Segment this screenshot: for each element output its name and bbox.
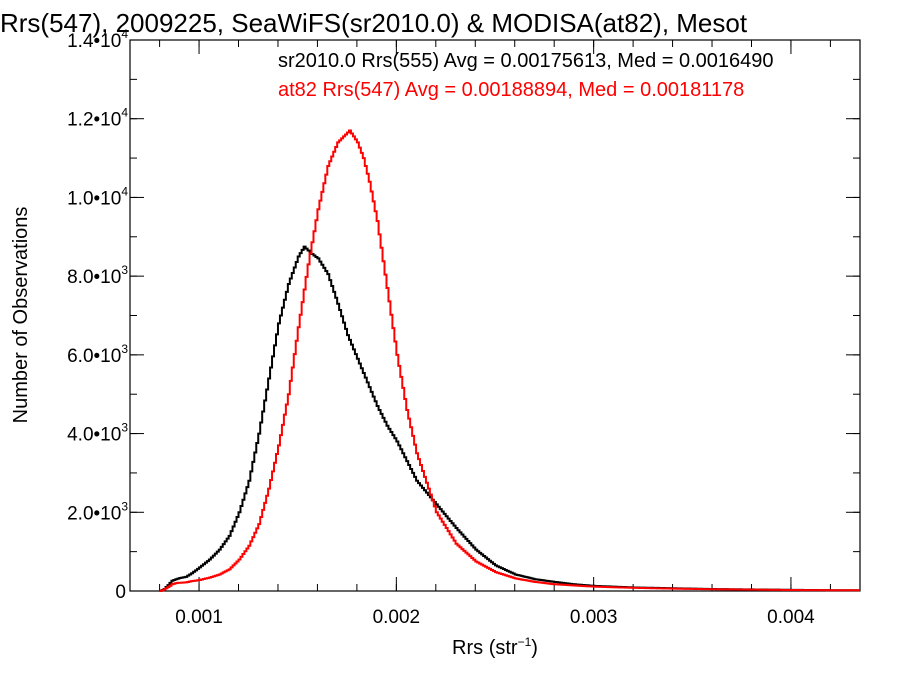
series-sr2010-line [159,245,860,592]
y-tick-label: 1.0•104 [67,184,128,209]
series-at82-line [159,129,860,592]
x-tick-label: 0.002 [373,607,421,628]
y-tick-labels: 0 2.0•103 4.0•103 6.0•103 8.0•103 1.0•104 1.2•… [67,27,128,603]
x-axis-label-main: Rrs (str [452,637,518,659]
y-tick-label: 1.2•104 [67,106,128,131]
series-layer [159,129,860,592]
y-tick-label: 4.0•103 [67,421,128,446]
y-tick-label: 0 [115,582,126,603]
chart-title: Rrs(547), 2009225, SeaWiFS(sr2010.0) & M… [0,8,748,38]
annotation-at82: at82 Rrs(547) Avg = 0.00188894, Med = 0.… [278,79,744,101]
x-axis-label: Rrs (str−1) [452,635,538,659]
y-tick-label: 1.4•104 [67,27,128,52]
x-tick-label: 0.001 [175,607,223,628]
x-tick-labels: 0.001 0.002 0.003 0.004 [175,607,815,628]
x-axis-label-close: ) [531,637,538,659]
annotation-sr2010: sr2010.0 Rrs(555) Avg = 0.00175613, Med … [278,50,774,72]
y-axis-label: Number of Observations [10,207,32,424]
x-axis-label-sup: −1 [518,635,532,649]
x-tick-label: 0.004 [767,607,815,628]
y-tick-label: 2.0•103 [67,499,128,524]
y-tick-label: 8.0•103 [67,263,128,288]
y-tick-label: 6.0•103 [67,342,128,367]
x-tick-label: 0.003 [570,607,618,628]
